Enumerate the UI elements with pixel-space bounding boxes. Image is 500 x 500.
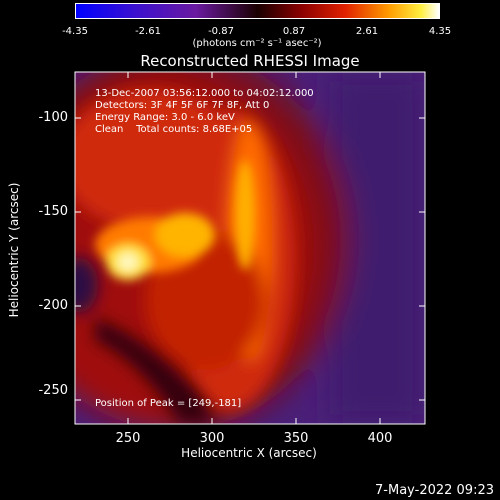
- annotation-clean: Clean Total counts: 8.68E+05: [95, 124, 253, 135]
- colorbar-tick: -4.35: [62, 26, 88, 37]
- x-tick-label: 250: [115, 431, 141, 446]
- colorbar-tick: 4.35: [428, 26, 452, 37]
- colorbar-units: (photons cm⁻² s⁻¹ asec⁻²): [192, 38, 322, 49]
- x-tick-label: 300: [199, 431, 225, 446]
- timestamp-footer: 7-May-2022 09:23: [375, 483, 494, 498]
- y-tick-label: -150: [38, 204, 68, 219]
- annotation-detectors: Detectors: 3F 4F 5F 6F 7F 8F, Att 0: [95, 100, 270, 111]
- colorbar-tick: -2.61: [135, 26, 161, 37]
- y-tick-label: -250: [38, 383, 68, 398]
- plot-frame: [74, 71, 426, 425]
- colorbar-tick: -0.87: [208, 26, 234, 37]
- chart-title: Reconstructed RHESSI Image: [140, 52, 360, 70]
- heatmap-image: [75, 72, 425, 424]
- colorbar: [75, 3, 440, 19]
- annotation-energy-range: Energy Range: 3.0 - 6.0 keV: [95, 112, 235, 123]
- x-axis-label: Heliocentric X (arcsec): [181, 446, 317, 460]
- tick-marks: [75, 72, 425, 424]
- annotation-time-range: 13-Dec-2007 03:56:12.000 to 04:02:12.000: [95, 88, 314, 99]
- y-tick-label: -200: [38, 298, 68, 313]
- x-tick-label: 400: [367, 431, 393, 446]
- colorbar-tick: 2.61: [355, 26, 379, 37]
- annotation-peak: Position of Peak = [249,-181]: [95, 398, 242, 409]
- colorbar-tick: 0.87: [282, 26, 306, 37]
- y-tick-label: -100: [38, 110, 68, 125]
- y-axis-label: Heliocentric Y (arcsec): [7, 182, 21, 318]
- x-tick-label: 350: [283, 431, 309, 446]
